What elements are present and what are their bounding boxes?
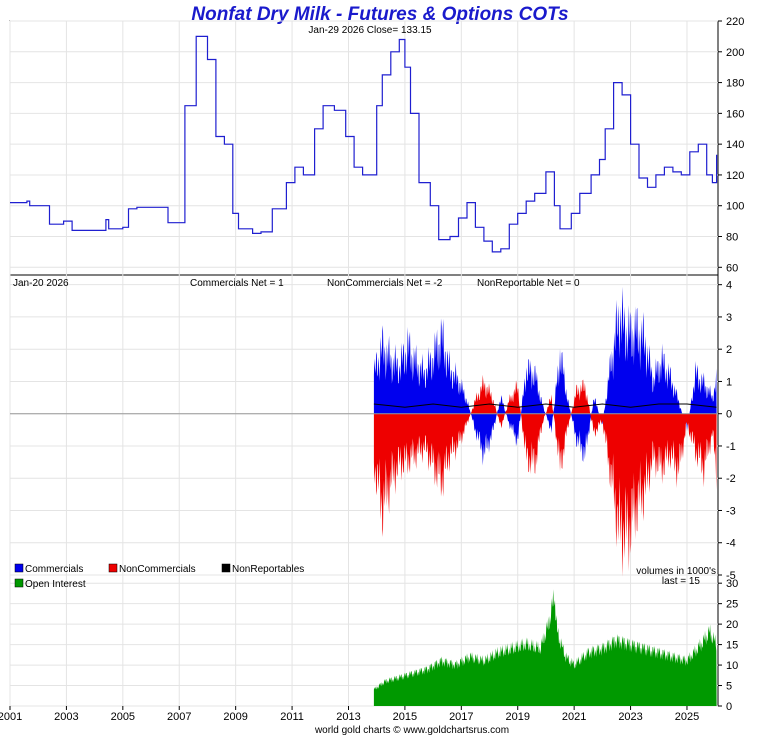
cot-ytick-label: -4 <box>726 538 736 550</box>
xtick-label: 2007 <box>167 711 191 723</box>
price-line <box>10 35 718 253</box>
legend-label-noncommercials: NonCommercials <box>119 564 196 575</box>
footer-credit: world gold charts © www.goldchartsrus.co… <box>314 725 509 735</box>
cot-ytick-label: -3 <box>726 505 736 517</box>
nonreportable-net: NonReportable Net = 0 <box>477 278 580 289</box>
xtick-label: 2005 <box>111 711 135 723</box>
price-ytick-label: 80 <box>726 232 738 244</box>
oi-ytick-label: 25 <box>726 599 738 611</box>
price-ytick-label: 60 <box>726 262 738 274</box>
cot-ytick-label: 3 <box>726 312 732 324</box>
cot-legend: Commercials NonCommercials NonReportable… <box>14 563 304 575</box>
xtick-label: 2021 <box>562 711 586 723</box>
noncommercials-area <box>373 374 717 577</box>
cot-ytick-label: -2 <box>726 473 736 485</box>
cot-ytick-label: 2 <box>726 344 732 356</box>
price-ytick-label: 140 <box>726 139 744 151</box>
price-header: Jan-29 2026 Close= 133.15 <box>308 25 432 36</box>
xtick-label: 2017 <box>449 711 473 723</box>
oi-ytick-label: 10 <box>726 660 738 672</box>
cot-ytick-label: -5 <box>726 570 736 582</box>
chart-title: Nonfat Dry Milk - Futures & Options COTs <box>191 4 568 25</box>
price-ytick-label: 120 <box>726 170 744 182</box>
price-ytick-label: 200 <box>726 47 744 59</box>
oi-legend: Open Interest <box>14 578 86 590</box>
cot-ytick-label: 1 <box>726 376 732 388</box>
commercials-area <box>373 286 717 466</box>
nonreportables-line <box>373 403 717 408</box>
legend-swatch-nonreportables <box>221 563 231 573</box>
xtick-label: 2009 <box>223 711 247 723</box>
axis-labels: 608010012014016018020022043210-1-2-3-4-5… <box>0 16 744 723</box>
oi-ytick-label: 5 <box>726 681 732 693</box>
legend-label-open-interest: Open Interest <box>25 579 86 590</box>
oi-ytick-label: 20 <box>726 619 738 631</box>
cot-ytick-label: 4 <box>726 280 732 292</box>
oi-ytick-label: 15 <box>726 640 738 652</box>
legend-swatch-open-interest <box>14 578 24 588</box>
xtick-label: 2011 <box>280 711 304 723</box>
xtick-label: 2013 <box>336 711 360 723</box>
xtick-label: 2023 <box>618 711 642 723</box>
xtick-label: 2003 <box>54 711 78 723</box>
xtick-label: 2025 <box>675 711 699 723</box>
legend-label-nonreportables: NonReportables <box>232 564 304 575</box>
commercials-net: Commercials Net = 1 <box>190 278 284 289</box>
legend-label-commercials: Commercials <box>25 564 83 575</box>
xtick-label: 2001 <box>0 711 22 723</box>
legend-swatch-commercials <box>14 563 24 573</box>
noncommercials-net: NonCommercials Net = -2 <box>327 278 443 289</box>
open-interest-area <box>373 589 717 706</box>
oi-last-note: last = 15 <box>662 576 701 587</box>
xtick-label: 2015 <box>393 711 417 723</box>
xtick-label: 2019 <box>505 711 529 723</box>
oi-ytick-label: 0 <box>726 701 732 713</box>
cot-date: Jan-20 2026 <box>13 278 69 289</box>
units-note: volumes in 1000's <box>636 566 716 577</box>
legend-swatch-noncommercials <box>108 563 118 573</box>
price-ytick-label: 220 <box>726 16 744 28</box>
cot-ytick-label: 0 <box>726 409 732 421</box>
price-ytick-label: 100 <box>726 201 744 213</box>
cot-ytick-label: -1 <box>726 441 736 453</box>
price-ytick-label: 160 <box>726 108 744 120</box>
data-layer <box>10 35 718 706</box>
oi-ytick-label: 30 <box>726 578 738 590</box>
price-ytick-label: 180 <box>726 78 744 90</box>
